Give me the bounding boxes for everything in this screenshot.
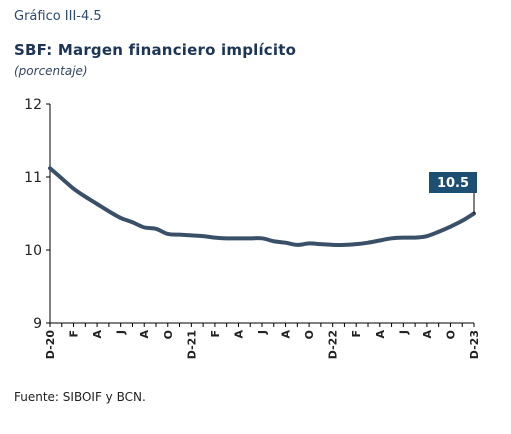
x-tick-label: J: [115, 330, 128, 335]
x-tick-label: F: [68, 330, 81, 338]
y-tick-label: 11: [24, 170, 42, 186]
value-callout: 10.5: [429, 172, 477, 214]
x-tick-label: O: [444, 330, 457, 339]
x-axis-ticks: D-20 F A J A O D-21 F A J A O D-22 F A J A O D-23: [44, 323, 481, 359]
callout-label: 10.5: [437, 176, 469, 191]
x-tick-label: A: [138, 330, 151, 339]
chart-subtitle: (porcentaje): [14, 64, 88, 78]
x-tick-label: F: [350, 330, 363, 338]
y-tick-label: 12: [24, 97, 42, 113]
source-note: Fuente: SIBOIF y BCN.: [14, 390, 146, 404]
y-tick-label: 9: [33, 316, 42, 332]
figure-label: Gráfico III-4.5: [14, 9, 102, 24]
x-tick-label: O: [303, 330, 316, 339]
callout-box: [429, 172, 477, 193]
x-tick-label: J: [397, 330, 410, 335]
x-tick-label: D-20: [44, 330, 57, 360]
x-tick-label: J: [256, 330, 269, 335]
chart-title: SBF: Margen financiero implícito: [14, 41, 297, 59]
y-axis-ticks: 9 10 11 12: [24, 97, 50, 332]
x-tick-label: A: [421, 330, 434, 339]
x-tick-label: D-23: [468, 330, 481, 359]
x-tick-label: A: [280, 330, 293, 339]
y-tick-label: 10: [24, 243, 42, 259]
x-tick-label: A: [374, 330, 387, 339]
x-tick-label: D-21: [185, 330, 198, 359]
series-line: [48, 166, 476, 247]
x-tick-label: D-22: [327, 330, 340, 359]
x-tick-label: F: [209, 330, 222, 338]
x-tick-label: A: [91, 330, 104, 339]
series-group: [48, 166, 476, 247]
x-tick-label: O: [162, 330, 175, 339]
x-tick-label: A: [232, 330, 245, 339]
